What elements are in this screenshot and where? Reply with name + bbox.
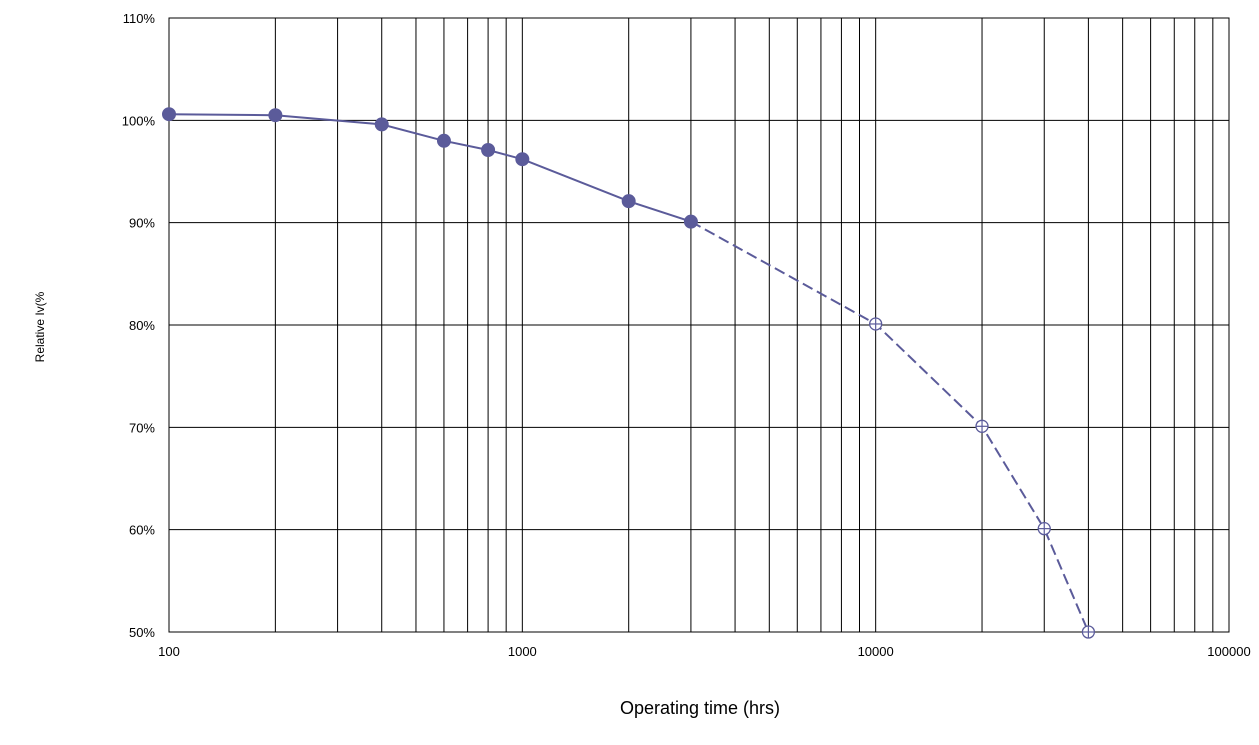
y-tick-label: 70% (129, 420, 155, 435)
data-point (436, 133, 451, 148)
data-point (162, 107, 176, 122)
y-axis-label: Relative Iv(% (33, 291, 47, 362)
data-point (1037, 521, 1051, 536)
y-tick-label: 50% (129, 625, 155, 640)
x-tick-label: 100000 (1207, 644, 1250, 659)
y-tick-label: 80% (129, 318, 155, 333)
x-tick-label: 100 (158, 644, 180, 659)
data-point (268, 108, 283, 123)
data-point (481, 143, 496, 158)
y-tick-label: 60% (129, 523, 155, 538)
data-point (621, 194, 636, 209)
series-line-measured (168, 113, 692, 223)
y-tick-label: 100% (122, 113, 156, 128)
data-point (374, 117, 389, 132)
plot-area (168, 17, 1230, 633)
x-tick-label: 10000 (858, 644, 894, 659)
y-tick-label: 90% (129, 216, 155, 231)
data-point (515, 152, 530, 167)
data-point (869, 317, 883, 331)
tick-labels: 100 1000 10000 100000 50% 60% 70% 80% 90% 100% 110… (122, 11, 1251, 659)
x-tick-label: 1000 (508, 644, 537, 659)
series-group (162, 107, 1096, 639)
series-line-projected (690, 220, 1090, 633)
y-tick-label: 110% (123, 11, 156, 26)
grid-lines (168, 17, 1229, 633)
data-point (975, 419, 989, 433)
data-point (1081, 625, 1096, 639)
x-axis-label: Operating time (hrs) (620, 698, 780, 718)
